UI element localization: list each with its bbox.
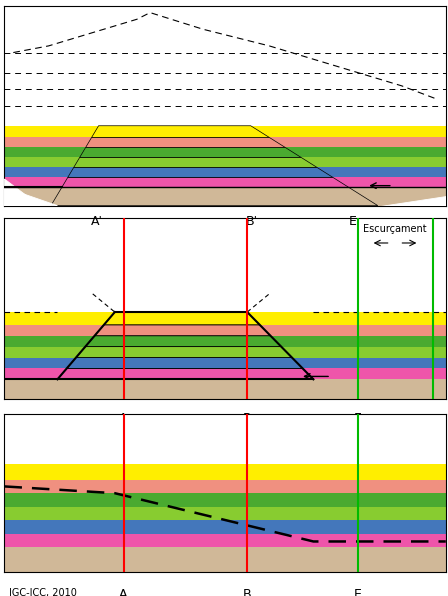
Polygon shape xyxy=(68,167,333,178)
Polygon shape xyxy=(4,507,446,520)
Polygon shape xyxy=(4,464,446,480)
Polygon shape xyxy=(4,358,446,368)
Polygon shape xyxy=(4,179,40,206)
Text: Escurçament: Escurçament xyxy=(363,224,427,234)
Polygon shape xyxy=(4,312,446,325)
Polygon shape xyxy=(4,379,446,399)
Polygon shape xyxy=(51,187,378,206)
Polygon shape xyxy=(80,147,301,157)
Polygon shape xyxy=(4,138,446,147)
Polygon shape xyxy=(4,325,446,336)
Polygon shape xyxy=(57,368,314,379)
Polygon shape xyxy=(4,493,446,507)
Polygon shape xyxy=(4,147,446,157)
Polygon shape xyxy=(4,347,446,358)
Polygon shape xyxy=(104,312,260,325)
Polygon shape xyxy=(4,187,446,206)
Polygon shape xyxy=(379,195,446,206)
Polygon shape xyxy=(4,157,446,167)
Text: B': B' xyxy=(246,215,258,228)
Polygon shape xyxy=(4,480,446,493)
Text: IGC-ICC, 2010: IGC-ICC, 2010 xyxy=(9,588,77,596)
Text: B: B xyxy=(243,412,251,425)
Polygon shape xyxy=(4,547,446,572)
Text: A: A xyxy=(119,588,128,596)
Polygon shape xyxy=(4,520,446,534)
Text: E: E xyxy=(353,588,362,596)
Polygon shape xyxy=(4,167,446,178)
Text: A': A' xyxy=(91,215,103,228)
Polygon shape xyxy=(4,178,446,187)
Text: A: A xyxy=(119,412,128,425)
Polygon shape xyxy=(95,325,271,336)
Polygon shape xyxy=(92,126,269,138)
Polygon shape xyxy=(4,534,446,547)
Polygon shape xyxy=(4,368,446,379)
Polygon shape xyxy=(74,157,317,167)
Polygon shape xyxy=(62,178,349,187)
Text: E: E xyxy=(353,412,362,425)
Polygon shape xyxy=(76,347,292,358)
Polygon shape xyxy=(85,336,281,347)
Text: E: E xyxy=(349,215,357,228)
Polygon shape xyxy=(4,336,446,347)
Polygon shape xyxy=(4,126,446,138)
Polygon shape xyxy=(67,358,303,368)
Polygon shape xyxy=(86,138,285,147)
Polygon shape xyxy=(4,187,57,206)
Text: B: B xyxy=(243,588,251,596)
